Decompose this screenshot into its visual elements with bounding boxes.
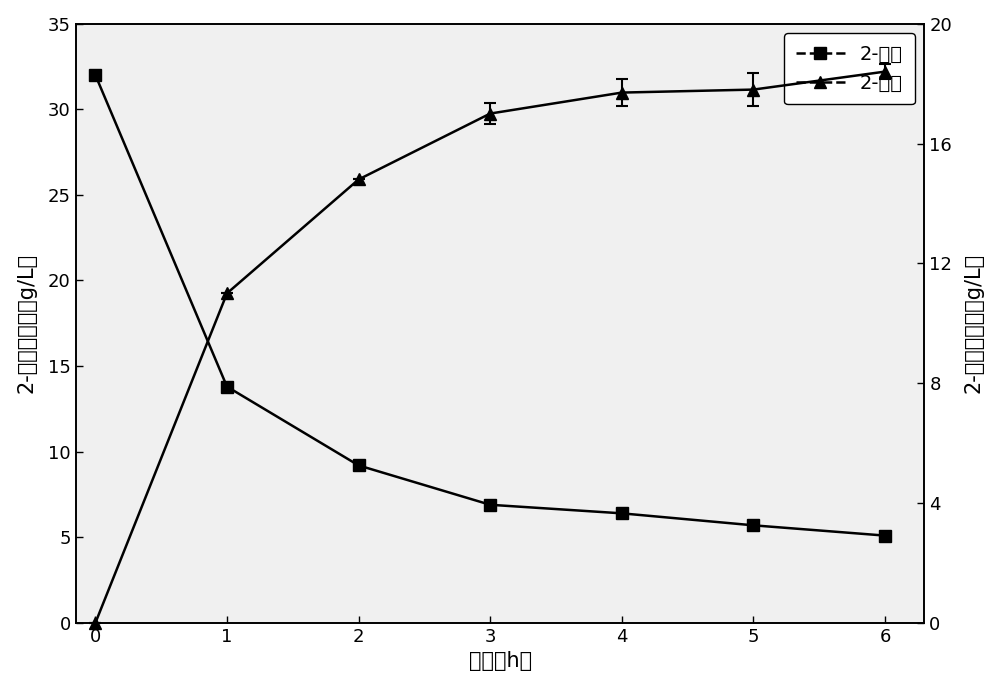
Line: 2-丁酮: 2-丁酮 [90,69,891,541]
2-丁酮 [484,501,496,509]
2-丁酮 [353,461,365,469]
2-丁酮 [221,383,233,391]
Y-axis label: 2-丁酮的消耗（g/L）: 2-丁酮的消耗（g/L） [17,253,37,394]
2-丁酮 [616,509,628,517]
X-axis label: 时间（h）: 时间（h） [468,652,532,671]
2-丁酮 [747,522,759,530]
2-丁酮 [879,531,891,539]
Legend: 2-丁酮, 2-丁醇: 2-丁酮, 2-丁醇 [784,34,915,105]
Y-axis label: 2-丁醇的产量（g/L）: 2-丁醇的产量（g/L） [963,253,983,394]
2-丁酮 [89,71,101,79]
